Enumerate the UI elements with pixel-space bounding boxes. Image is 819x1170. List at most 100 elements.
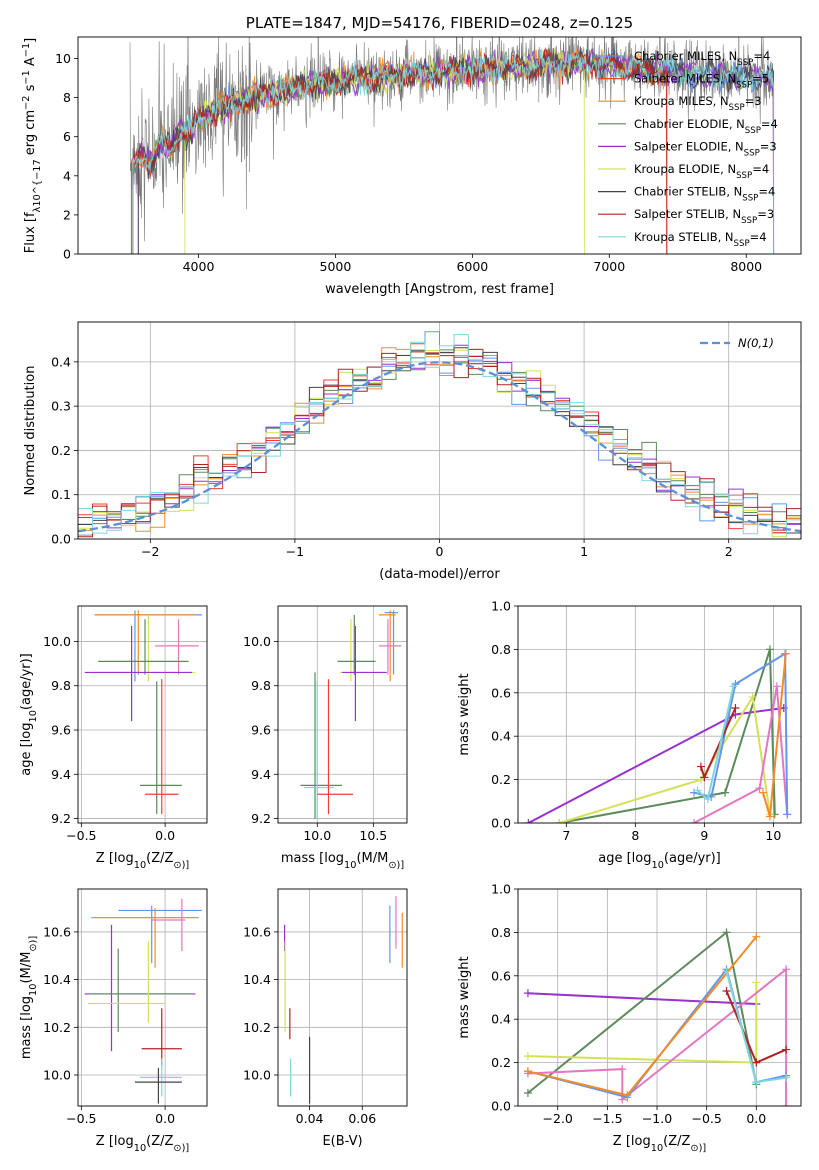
weight-marker xyxy=(755,784,764,793)
y-tick-label: 4 xyxy=(63,168,71,183)
x-tick-label: −1 xyxy=(286,544,304,559)
x-tick-label: 0.0 xyxy=(155,828,175,843)
spectrum-axes: 4000 5000 6000 7000 8000 0 2 4 6 8 10 wavelength [A… xyxy=(21,14,802,297)
x-tick-label: −2 xyxy=(141,544,159,559)
model-line xyxy=(132,48,775,254)
y-tick-label: 9.4 xyxy=(251,767,271,782)
legend-label: Salpeter MILES, NSSP=5 xyxy=(634,72,769,91)
y-tick-label: 10.2 xyxy=(43,1020,71,1035)
y-tick-label: 0.1 xyxy=(51,487,71,502)
weight-marker xyxy=(765,645,774,654)
y-tick-label: 0.2 xyxy=(491,772,511,787)
weight-marker xyxy=(752,932,761,941)
axes-frame xyxy=(277,605,408,824)
legend-label: Salpeter STELIB, NSSP=3 xyxy=(634,207,774,226)
x-tick-label: 0.04 xyxy=(296,1111,324,1126)
weight-line xyxy=(527,992,757,1005)
y-tick-label: 0.6 xyxy=(491,968,511,983)
weight-marker xyxy=(748,693,757,702)
age-vs-Z-axes: −0.5 0.0 9.2 9.4 9.6 9.8 10.0 Z [log10(Z/Z⊙)] ag… xyxy=(19,605,208,871)
y-tick-label: 0 xyxy=(63,247,71,262)
x-tick-label: 2 xyxy=(725,544,733,559)
weight-marker xyxy=(783,810,792,819)
plot-area xyxy=(84,610,202,815)
x-tick-label: 0.0 xyxy=(155,1111,175,1126)
weight-marker xyxy=(693,786,702,795)
weight-marker xyxy=(782,1102,791,1106)
weight-marker xyxy=(765,812,774,821)
weight-marker xyxy=(782,1073,791,1082)
x-tick-label: 9 xyxy=(700,828,708,843)
y-tick-label: 0.8 xyxy=(491,642,511,657)
x-axis-label: Z [log10(Z/Z⊙)] xyxy=(96,851,189,871)
axes-frame xyxy=(517,888,802,1107)
mass-vs-ebv-axes: 0.04 0.06 10.0 10.2 10.4 10.6 E(B-V) xyxy=(243,888,408,1149)
plot-area xyxy=(283,896,403,1104)
y-tick-label: 0.0 xyxy=(491,1099,511,1114)
y-tick-label: 9.8 xyxy=(51,678,71,693)
errorbar-point xyxy=(91,908,199,968)
y-tick-label: 9.6 xyxy=(251,723,271,738)
x-tick-label: −2.0 xyxy=(543,1111,573,1126)
chart-title: PLATE=1847, MJD=54176, FIBERID=0248, z=0… xyxy=(246,14,633,32)
weight-marker xyxy=(618,1065,627,1074)
errorbar-point xyxy=(141,1008,182,1066)
y-tick-label: 9.8 xyxy=(251,678,271,693)
y-tick-label: 1.0 xyxy=(491,599,511,614)
weight-marker xyxy=(782,1045,791,1054)
y-tick-label: 0.4 xyxy=(51,354,71,369)
y-tick-label: 0.3 xyxy=(51,399,71,414)
weight-marker xyxy=(523,1067,532,1076)
weight-vs-age-axes: 7 8 9 10 0.0 0.2 0.4 0.6 0.8 1.0 age [log10(age/yr… xyxy=(457,599,802,871)
plot-area xyxy=(84,898,202,1104)
y-tick-label: 0.6 xyxy=(491,685,511,700)
plot-area xyxy=(129,37,775,254)
weight-marker xyxy=(623,1091,632,1100)
y-tick-label: 10.0 xyxy=(243,1068,271,1083)
x-tick-label: 10.5 xyxy=(359,828,387,843)
weight-marker xyxy=(721,788,730,797)
axes-frame xyxy=(517,605,802,824)
normal-curve xyxy=(78,361,801,533)
legend-label: Kroupa MILES, NSSP=3 xyxy=(634,94,762,113)
spectrum-legend: Chabrier MILES, NSSP=4 Salpeter MILES, NS… xyxy=(598,49,778,249)
legend-label: Salpeter ELODIE, NSSP=3 xyxy=(634,139,777,158)
y-tick-label: 10.4 xyxy=(43,972,71,987)
y-tick-label: 10.0 xyxy=(43,1068,71,1083)
plot-area xyxy=(78,331,801,538)
x-axis-label: Z [log10(Z/Z⊙)] xyxy=(613,1134,706,1154)
plot-area xyxy=(524,645,792,823)
y-tick-label: 1.0 xyxy=(491,882,511,897)
model-line xyxy=(132,48,668,254)
weight-line xyxy=(693,686,789,823)
weight-marker xyxy=(752,978,761,987)
y-tick-label: 0.2 xyxy=(491,1055,511,1070)
y-axis-label: age [log10(age/yr)] xyxy=(19,653,39,776)
weight-marker xyxy=(782,965,791,974)
x-axis-label: E(B-V) xyxy=(322,1134,362,1149)
y-axis-label: mass weight xyxy=(457,956,472,1038)
y-tick-label: 10.4 xyxy=(243,972,271,987)
y-tick-label: 10 xyxy=(55,51,71,66)
y-tick-label: 9.2 xyxy=(251,811,271,826)
x-tick-label: −0.5 xyxy=(66,1111,96,1126)
weight-vs-Z-axes: −2.0 −1.5 −1.0 −0.5 0.0 0.0 0.2 0.4 0.6 0.8 1.0 Z [… xyxy=(457,882,802,1154)
errorbar-point xyxy=(88,941,166,1023)
y-tick-label: 10.0 xyxy=(43,634,71,649)
legend-label: N(0,1) xyxy=(738,336,774,350)
x-tick-label: 0.06 xyxy=(348,1111,376,1126)
x-tick-label: 8 xyxy=(631,828,639,843)
errorbar-point xyxy=(134,1067,182,1104)
weight-marker xyxy=(752,1078,761,1087)
x-axis-label: age [log10(age/yr)] xyxy=(598,851,721,871)
x-tick-label: 0 xyxy=(436,544,444,559)
y-tick-label: 0.4 xyxy=(491,1012,511,1027)
y-tick-label: 0.2 xyxy=(51,443,71,458)
errorbar-point xyxy=(378,619,402,675)
y-tick-label: 0.8 xyxy=(491,925,511,940)
weight-marker xyxy=(696,762,705,771)
weight-marker xyxy=(524,819,533,823)
y-tick-label: 10.6 xyxy=(243,924,271,939)
